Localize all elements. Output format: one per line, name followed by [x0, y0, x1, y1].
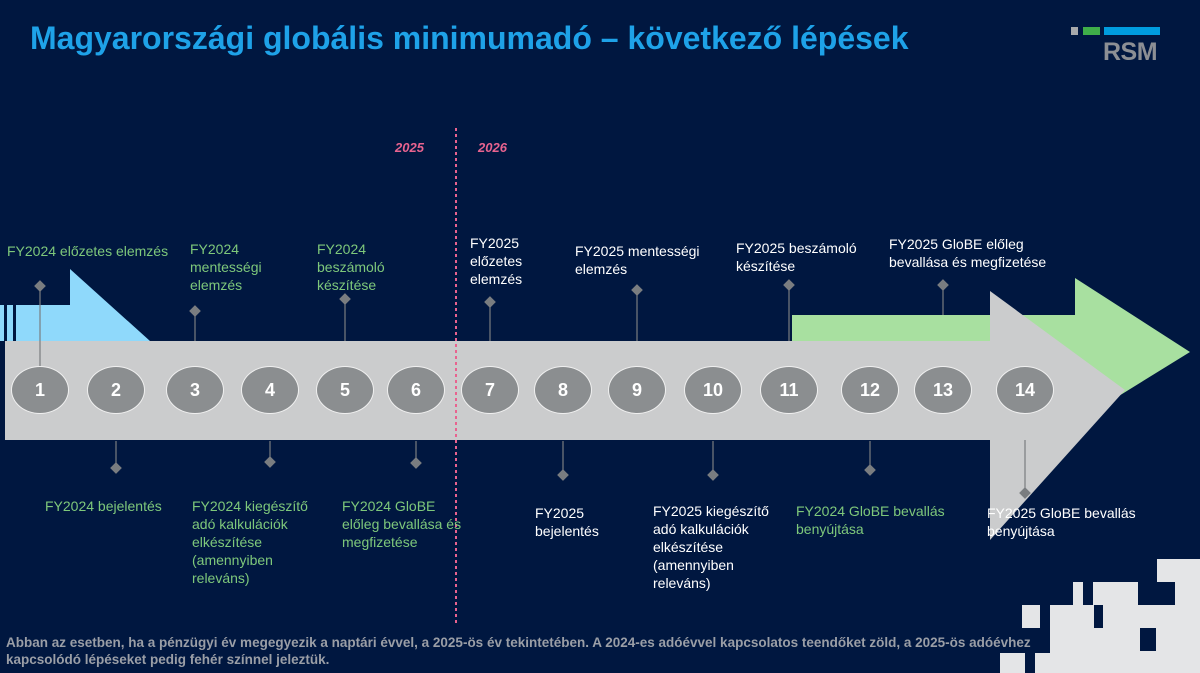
step-circle-11: 11 [760, 366, 818, 414]
connector-diamond [864, 464, 876, 476]
connector-diamond [189, 305, 201, 317]
connector-diamond [410, 457, 422, 469]
step-label-1: FY2024 előzetes elemzés [7, 243, 169, 259]
step-label-12: FY2024 GloBE bevallás benyújtása [796, 503, 945, 537]
blue-arrow [0, 269, 150, 341]
step-label-10: FY2025 kiegészítő adó kalkulációk elkész… [653, 503, 769, 591]
connector-diamond [557, 469, 569, 481]
connector-diamond [110, 462, 122, 474]
blue-arrow-stripe [4, 305, 7, 341]
step-label-7: FY2025 előzetes elemzés [470, 235, 523, 287]
logo-bar-gray [1071, 27, 1078, 35]
year-label-2026: 2026 [478, 140, 507, 155]
connector-diamond [631, 284, 643, 296]
connectors [34, 279, 1031, 499]
connector-diamond [707, 469, 719, 481]
pixel-decoration-gaps [1094, 582, 1175, 651]
step-circle-12: 12 [841, 366, 899, 414]
logo-text: RSM [1103, 38, 1158, 66]
step-label-14: FY2025 GloBE bevallás benyújtása [987, 505, 1136, 539]
step-label-13: FY2025 GloBE előleg bevallása és megfize… [889, 236, 1047, 270]
step-circle-5: 5 [316, 366, 374, 414]
step-label-4: FY2024 kiegészítő adó kalkulációk elkész… [192, 498, 308, 586]
connector-diamond [484, 296, 496, 308]
connector-diamond [1019, 487, 1031, 499]
step-circle-13: 13 [914, 366, 972, 414]
step-circle-6: 6 [387, 366, 445, 414]
main-timeline-arrow [5, 291, 1125, 540]
logo-bar-green [1083, 27, 1100, 35]
step-circle-9: 9 [608, 366, 666, 414]
blue-arrow-stripe [13, 305, 16, 341]
connector-diamond [34, 280, 46, 292]
pixel-decoration [1000, 559, 1200, 673]
step-label-11: FY2025 beszámoló készítése [736, 240, 857, 274]
step-label-3: FY2024 mentességi elemzés [190, 241, 262, 293]
logo-bar-blue [1104, 27, 1160, 35]
step-circle-8: 8 [534, 366, 592, 414]
connector-diamond [339, 293, 351, 305]
step-circle-14: 14 [996, 366, 1054, 414]
step-circle-1: 1 [11, 366, 69, 414]
step-circle-2: 2 [87, 366, 145, 414]
step-label-2: FY2024 bejelentés [45, 498, 162, 514]
connector-diamond [937, 279, 949, 291]
step-label-5: FY2024 beszámoló készítése [317, 241, 385, 293]
step-circle-4: 4 [241, 366, 299, 414]
page-title: Magyarországi globális minimumadó – köve… [30, 20, 909, 56]
step-circle-3: 3 [166, 366, 224, 414]
footnote: Abban az esetben, ha a pénzügyi év megeg… [6, 635, 1031, 667]
step-label-6: FY2024 GloBE előleg bevallása és megfize… [342, 498, 462, 550]
step-label-9: FY2025 mentességi elemzés [575, 243, 700, 277]
step-label-8: FY2025 bejelentés [535, 505, 599, 539]
year-label-2025: 2025 [395, 140, 424, 155]
step-circle-10: 10 [684, 366, 742, 414]
connector-diamond [783, 279, 795, 291]
connector-diamond [264, 456, 276, 468]
step-circle-7: 7 [461, 366, 519, 414]
